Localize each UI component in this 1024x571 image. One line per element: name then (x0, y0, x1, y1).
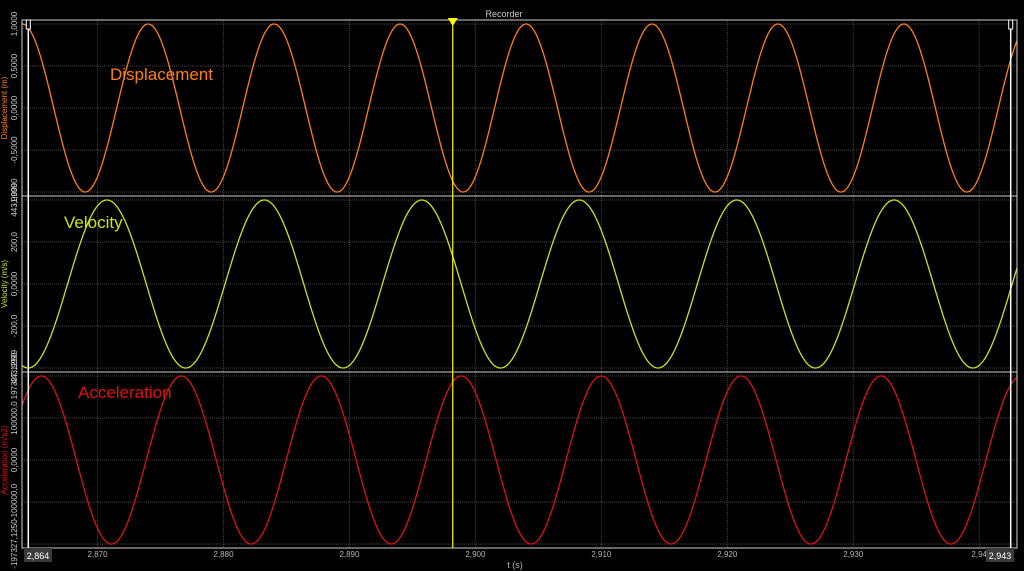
velocity-series-label: Velocity (64, 213, 123, 232)
x-axis-label: t (s) (507, 560, 523, 570)
start-label-box (24, 548, 52, 562)
x-tick-label-4: 2,910 (591, 550, 612, 559)
velocity-y-tick-label-0: 443,9999 (10, 183, 19, 217)
end-label-box (986, 548, 1014, 562)
right-range-marker[interactable] (1008, 19, 1014, 548)
plot-frame (21, 19, 1018, 549)
plot-panels: 1,0000 0,5000 0,0000 -0,5000 -1,0000 Displace… (0, 11, 1018, 569)
start-label: 2,864 (27, 551, 50, 561)
x-tick-label-5: 2,920 (717, 550, 738, 559)
velocity-y-tick-label-4: -443,9999 (10, 349, 19, 386)
x-tick-label-3: 2,900 (465, 550, 486, 559)
leftMarker-handle[interactable] (25, 19, 31, 30)
panel-displacement: 1,0000 0,5000 0,0000 -0,5000 -1,0000 Displace… (0, 11, 1018, 206)
velocity-series-line (21, 199, 1018, 369)
velocity-y-tick-label-1: 200,0 (10, 231, 19, 252)
x-tick-label-1: 2,880 (214, 550, 235, 559)
displacement-series-line (21, 23, 1018, 193)
x-tick-label-0: 2,870 (88, 550, 109, 559)
displacement-series-label: Displacement (110, 65, 213, 84)
x-tick-label-7: 2,94 (971, 550, 987, 559)
acceleration-series-line (21, 375, 1018, 545)
rightMarker-handle[interactable] (1008, 19, 1014, 30)
displacement-y-tick-label-0: 1,0000 (10, 11, 19, 36)
cursor-handle-icon[interactable] (447, 18, 458, 26)
velocity-y-axis-label: Velocity (m/s) (0, 260, 9, 308)
displacement-y-tick-label-2: 0,0000 (10, 95, 19, 120)
x-tick-label-6: 2,930 (843, 550, 864, 559)
end-label: 2,943 (989, 551, 1012, 561)
left-range-marker[interactable] (25, 19, 31, 548)
displacement-y-tick-label-3: -0,5000 (10, 136, 19, 164)
x-tick-label-2: 2,890 (339, 550, 360, 559)
acceleration-y-tick-label-3: -100000,0 (10, 483, 19, 520)
panel-acceleration: 197327,1250 100000,0 0,0000 -100000,0-19732… (0, 352, 1018, 569)
panel-velocity: 443,9999 200,0 0,0000 -200,0 -443,9999 Veloci… (0, 183, 1018, 386)
acceleration-y-tick-label-0: 197327,1250 (10, 352, 19, 399)
displacement-y-tick-label-1: 0,5000 (10, 53, 19, 78)
acceleration-y-tick-label-2: 0,0000 (10, 447, 19, 472)
velocity-y-tick-label-3: -200,0 (10, 314, 19, 337)
plot-grid (97, 20, 980, 548)
x-tick-labels: 2,870 2,880 2,890 2,900 2,910 2,920 2,930 2,94 (88, 550, 988, 559)
displacement-y-axis-label: Displacement (m) (0, 76, 9, 139)
velocity-y-tick-label-2: 0,0000 (10, 271, 19, 296)
time-cursor[interactable] (447, 18, 458, 548)
displacement-y-tick-label-4: -1,0000 (10, 178, 19, 206)
acceleration-y-axis-label: Acceleration (m/s2) (0, 425, 9, 494)
window-title: Recorder (485, 9, 522, 19)
acceleration-y-tick-label-4: -197327,1250 (10, 519, 19, 569)
acceleration-y-tick-label-1: 100000,0 (10, 401, 19, 435)
acceleration-series-label: Acceleration (78, 383, 172, 402)
panel-frames (21, 19, 1018, 549)
